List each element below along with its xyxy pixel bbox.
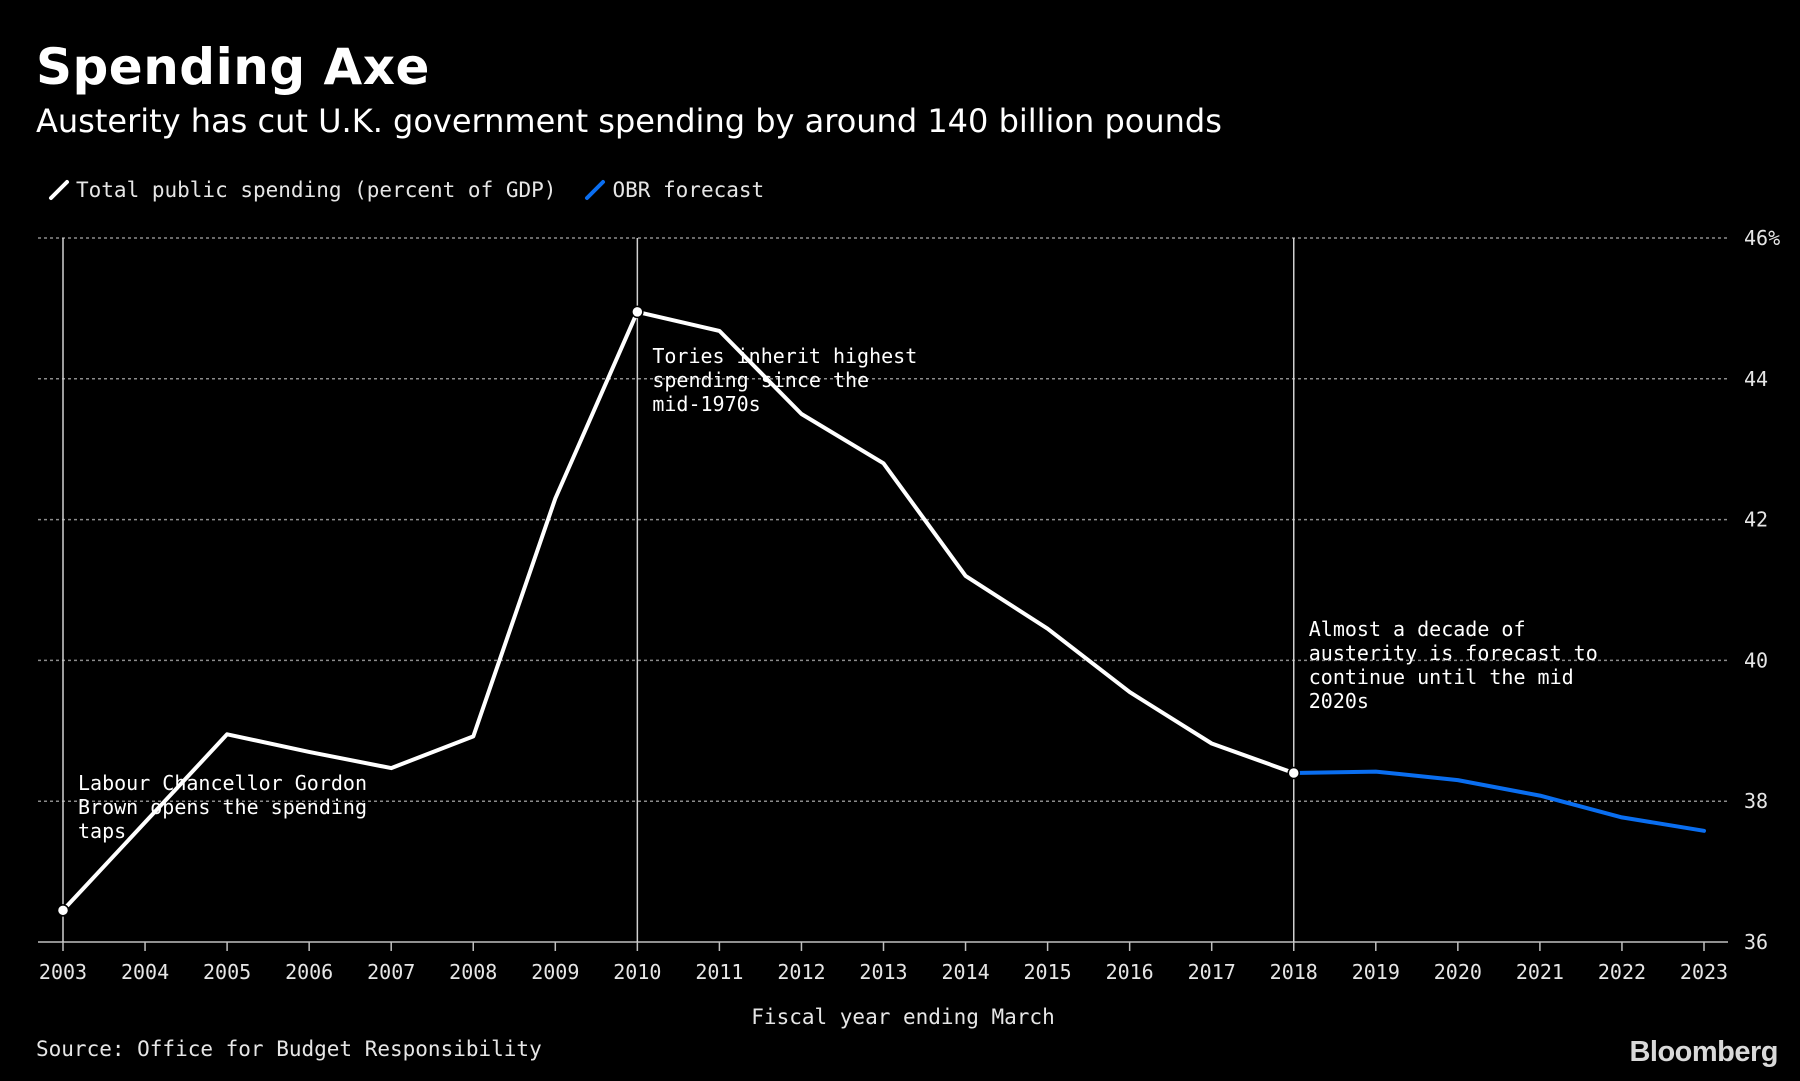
annotation-text: 2020s (1309, 689, 1369, 713)
x-tick-label: 2015 (1024, 960, 1072, 984)
x-tick-label: 2005 (203, 960, 251, 984)
x-tick-label: 2017 (1188, 960, 1236, 984)
x-tick-label: 2009 (531, 960, 579, 984)
annotation-text: taps (78, 819, 126, 843)
annotation-text: mid-1970s (652, 392, 760, 416)
y-tick-label: 40 (1744, 648, 1768, 672)
annotation-text: austerity is forecast to (1309, 641, 1598, 665)
series-line-forecast (1291, 769, 1706, 833)
chart-title: Spending Axe (36, 38, 430, 96)
data-point-marker (1287, 766, 1300, 780)
x-tick-label: 2014 (941, 960, 989, 984)
series-line-actual (61, 309, 1296, 913)
annotation-text: spending since the (652, 368, 869, 392)
y-tick-label: 38 (1744, 789, 1768, 813)
x-tick-label: 2019 (1352, 960, 1400, 984)
annotation-text: Almost a decade of (1309, 617, 1526, 641)
y-tick-label: 36 (1744, 930, 1768, 954)
legend-item-actual: Total public spending (percent of GDP) (48, 178, 556, 202)
x-tick-label: 2016 (1106, 960, 1154, 984)
chart-subtitle: Austerity has cut U.K. government spendi… (36, 102, 1222, 140)
x-tick-label: 2023 (1680, 960, 1728, 984)
legend-swatch-forecast (585, 180, 606, 200)
legend-label-actual: Total public spending (percent of GDP) (76, 178, 557, 202)
x-tick-label: 2004 (121, 960, 169, 984)
x-tick-label: 2010 (613, 960, 661, 984)
legend-item-forecast: OBR forecast (584, 178, 764, 202)
legend-label-forecast: OBR forecast (612, 178, 765, 202)
legend-swatch-actual (49, 180, 69, 200)
x-tick-label: 2020 (1434, 960, 1482, 984)
source-note: Source: Office for Budget Responsibility (36, 1037, 542, 1061)
data-point-marker (56, 904, 70, 917)
x-tick-label: 2021 (1516, 960, 1564, 984)
data-point-marker (631, 305, 644, 319)
x-tick-label: 2008 (449, 960, 497, 984)
bloomberg-logo: Bloomberg (1629, 1036, 1778, 1068)
annotation-text: Brown opens the spending (78, 795, 367, 819)
annotation-text: Labour Chancellor Gordon (78, 771, 367, 795)
annotation-text: Tories inherit highest (652, 344, 917, 368)
x-tick-label: 2013 (859, 960, 907, 984)
y-tick-label: 42 (1744, 508, 1768, 532)
x-axis-title: Fiscal year ending March (751, 1005, 1054, 1029)
y-tick-label: 44 (1744, 367, 1768, 391)
legend: Total public spending (percent of GDP) O… (48, 178, 792, 202)
line-chart: 36 38 40 42 44 46% 2003 2004 2005 2006 2007 2008 200… (38, 226, 1780, 1029)
x-tick-label: 2011 (695, 960, 743, 984)
x-tick-label: 2003 (39, 960, 87, 984)
x-tick-label: 2012 (777, 960, 825, 984)
x-tick-label: 2006 (285, 960, 333, 984)
y-tick-label: 46% (1744, 226, 1780, 250)
annotation-text: continue until the mid (1309, 665, 1574, 689)
x-tick-label: 2018 (1270, 960, 1318, 984)
x-tick-label: 2022 (1598, 960, 1646, 984)
x-tick-label: 2007 (367, 960, 415, 984)
